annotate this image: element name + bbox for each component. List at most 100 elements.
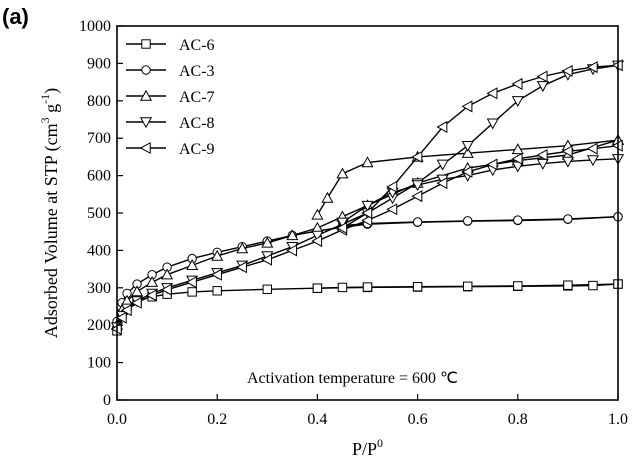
series-ac-6 xyxy=(112,279,623,336)
legend-item-ac-6: AC-6 xyxy=(126,37,215,54)
panel-label: (a) xyxy=(2,4,29,29)
y-tick-label: 800 xyxy=(87,93,111,110)
data-point xyxy=(513,215,523,225)
data-point xyxy=(461,165,473,178)
data-point xyxy=(146,275,159,287)
data-point xyxy=(262,284,273,294)
data-point xyxy=(461,140,474,152)
data-point xyxy=(261,236,274,248)
y-axis-title-end: ) xyxy=(41,88,62,94)
legend-item-ac-8: AC-8 xyxy=(126,115,215,132)
legend-item-ac-9: AC-9 xyxy=(126,141,215,158)
y-tick-layer: 0 100 200 300 400 500 600 700 800 900 1000 xyxy=(79,18,123,409)
data-point xyxy=(212,286,222,296)
data-point xyxy=(145,289,157,302)
data-point xyxy=(563,214,573,224)
data-point xyxy=(536,148,548,162)
x-tick-label: 0.8 xyxy=(508,411,528,428)
data-point xyxy=(412,217,423,227)
data-point xyxy=(361,156,374,168)
legend-marker xyxy=(139,141,151,155)
data-point xyxy=(486,158,498,171)
data-point xyxy=(536,70,548,83)
data-point xyxy=(436,120,448,134)
data-point xyxy=(261,253,272,266)
data-point xyxy=(236,261,247,274)
y-axis-title-main: Adsorbed Volume at STP (cm xyxy=(41,123,62,338)
x-tick-label: 0.0 xyxy=(107,411,127,428)
x-axis-title-main: P/P xyxy=(352,439,377,459)
data-point xyxy=(115,311,127,324)
data-point xyxy=(130,285,144,297)
y-axis-title: Adsorbed Volume at STP (cm3 g-1) xyxy=(38,88,62,338)
data-point xyxy=(130,296,142,309)
data-point xyxy=(586,155,599,167)
data-point xyxy=(486,118,499,130)
data-point xyxy=(411,180,424,192)
data-point xyxy=(563,280,573,290)
data-point xyxy=(588,280,598,291)
x-tick-label: 1.0 xyxy=(608,411,628,428)
data-point xyxy=(536,158,549,170)
data-point xyxy=(461,146,474,158)
legend-marker xyxy=(141,65,151,75)
data-point xyxy=(160,283,172,296)
data-point xyxy=(311,230,324,242)
data-point xyxy=(286,229,299,241)
data-point xyxy=(461,100,473,113)
y-tick-label: 200 xyxy=(87,317,111,334)
data-point xyxy=(362,282,373,292)
data-point xyxy=(361,214,373,227)
data-point xyxy=(336,167,349,179)
data-point xyxy=(486,87,498,100)
data-point xyxy=(336,217,349,229)
y-axis-title-mid: g xyxy=(41,104,61,118)
legend-marker xyxy=(139,117,153,129)
data-point xyxy=(411,190,423,203)
y-tick-label: 900 xyxy=(87,55,111,72)
data-point xyxy=(561,156,574,168)
x-axis-title: P/P0 xyxy=(352,436,383,459)
x-tick-label: 0.4 xyxy=(307,411,327,428)
data-point xyxy=(561,64,573,77)
x-axis-title-sup: 0 xyxy=(377,436,383,450)
y-axis-title-sup1: 3 xyxy=(38,117,52,123)
data-point xyxy=(586,61,598,74)
legend-label: AC-7 xyxy=(179,89,215,106)
data-point xyxy=(187,287,197,297)
data-point xyxy=(211,249,224,261)
data-point xyxy=(386,180,398,193)
series-ac-9 xyxy=(110,59,623,335)
y-tick-label: 0 xyxy=(103,392,111,409)
data-point xyxy=(311,208,324,220)
series-line-desorption xyxy=(342,216,619,227)
legend-label: AC-9 xyxy=(179,141,215,158)
series-line-adsorption xyxy=(116,145,619,330)
y-tick-label: 100 xyxy=(87,355,111,372)
legend-label: AC-3 xyxy=(179,63,215,80)
y-tick-label: 400 xyxy=(87,242,111,259)
x-tick-label: 0.6 xyxy=(408,411,428,428)
data-point xyxy=(511,152,523,165)
y-tick-label: 1000 xyxy=(79,18,111,35)
data-point xyxy=(511,143,524,155)
y-axis-title-sup2: -1 xyxy=(38,94,52,104)
data-point xyxy=(186,259,199,271)
data-point xyxy=(337,282,348,293)
data-point xyxy=(436,177,448,190)
data-point xyxy=(536,81,549,93)
activation-temperature-annotation: Activation temperature = 600 ℃ xyxy=(247,370,458,387)
data-point xyxy=(511,77,523,91)
data-point xyxy=(311,235,323,248)
data-point xyxy=(361,200,374,212)
legend: AC-6 AC-3 AC-7 AC-8 AC-9 xyxy=(126,37,215,158)
x-tick-layer: 0.0 0.2 0.4 0.6 0.8 1.0 xyxy=(107,394,628,428)
data-point xyxy=(586,142,598,155)
data-point xyxy=(120,304,132,317)
legend-marker xyxy=(139,89,153,101)
data-point xyxy=(312,283,323,293)
legend-label: AC-6 xyxy=(179,37,215,54)
plot-layer xyxy=(110,59,625,336)
x-tick-label: 0.2 xyxy=(207,411,227,428)
